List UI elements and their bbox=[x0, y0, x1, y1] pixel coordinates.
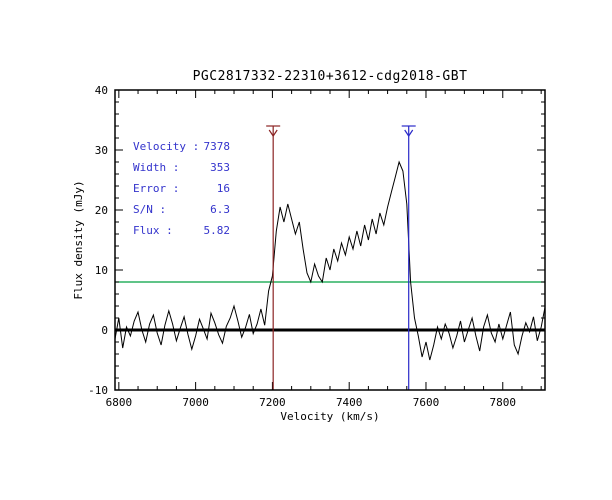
fit-param-row: Flux : 5.82 bbox=[133, 220, 230, 241]
right-width-marker-arrow bbox=[404, 129, 414, 138]
x-tick-label: 7000 bbox=[182, 396, 209, 409]
fit-param-value: 353 bbox=[210, 161, 230, 174]
x-axis-label: Velocity (km/s) bbox=[280, 410, 379, 423]
plot-content: 6800 7000 7200 7400 7600 7800 -10 0 10 20 30 40 bbox=[88, 84, 546, 409]
fit-param-row: Error : 16 bbox=[133, 178, 230, 199]
y-axis-label: Flux density (mJy) bbox=[72, 180, 85, 299]
fit-param-label: S/N : bbox=[133, 203, 167, 216]
fit-param-value: 6.3 bbox=[210, 203, 230, 216]
fit-param-row: Width : 353 bbox=[133, 157, 230, 178]
y-tick-label: 10 bbox=[95, 264, 108, 277]
x-tick-label: 7400 bbox=[336, 396, 363, 409]
y-tick-label: 20 bbox=[95, 204, 108, 217]
fit-parameters: Velocity :7378 Width : 353 Error : 16 S/N : 6.… bbox=[133, 136, 230, 241]
fit-param-label: Flux : bbox=[133, 224, 173, 237]
left-width-marker-arrow bbox=[268, 129, 278, 138]
fit-param-row: S/N : 6.3 bbox=[133, 199, 230, 220]
plot-title: PGC2817332-22310+3612-cdg2018-GBT bbox=[193, 69, 468, 84]
y-tick-label: 0 bbox=[101, 324, 108, 337]
x-tick-label: 7200 bbox=[259, 396, 286, 409]
spectrum-line bbox=[114, 160, 546, 361]
fit-param-label: Velocity : bbox=[133, 140, 200, 153]
fit-param-value: 7378 bbox=[203, 140, 231, 153]
x-tick-label: 6800 bbox=[106, 396, 133, 409]
fit-param-row: Velocity :7378 bbox=[133, 136, 230, 157]
x-tick-label: 7600 bbox=[413, 396, 440, 409]
y-tick-label: 30 bbox=[95, 144, 108, 157]
x-tick-label: 7800 bbox=[490, 396, 517, 409]
y-tick-label: 40 bbox=[95, 84, 108, 97]
fit-param-label: Width : bbox=[133, 161, 180, 174]
plot-frame bbox=[114, 89, 546, 391]
fit-param-label: Error : bbox=[133, 182, 180, 195]
fit-param-value: 16 bbox=[216, 182, 230, 195]
fit-param-value: 5.82 bbox=[203, 224, 231, 237]
y-tick-label: -10 bbox=[88, 384, 108, 397]
